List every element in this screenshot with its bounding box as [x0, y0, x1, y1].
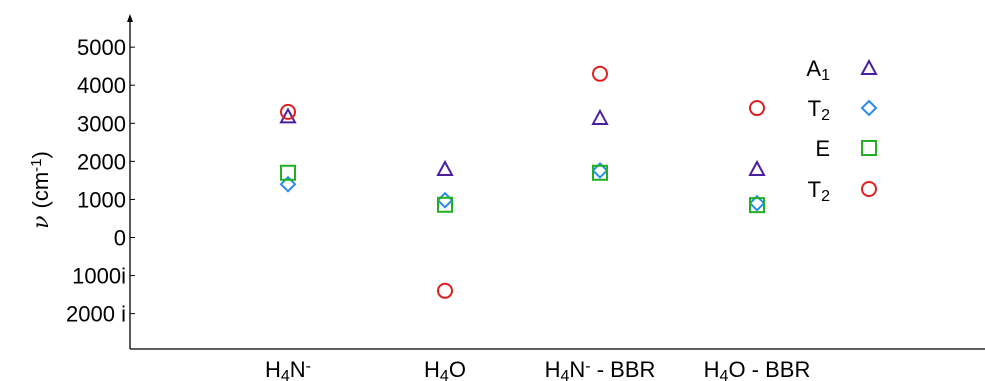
data-point-circle [749, 100, 765, 117]
data-point-circle [280, 103, 296, 120]
legend-marker-square [861, 140, 877, 156]
legend-label: A1 [806, 56, 830, 84]
data-point-square [592, 164, 608, 181]
y-axis-ticks: 5000 4000 3000 2000 1000 0 1000i 2000 i [66, 35, 135, 327]
y-tick-label: 4000 [77, 73, 126, 98]
y-tick-label: 1000i [72, 264, 126, 289]
data-point-triangle [436, 159, 454, 176]
legend-label: T2 [808, 177, 830, 205]
data-point-diamond [748, 194, 766, 212]
legend-label: T2 [808, 96, 830, 124]
data-point-circle [437, 282, 453, 299]
data-point-triangle [748, 159, 766, 176]
y-tick-label: 1000 [77, 187, 126, 212]
y-tick-label: 0 [114, 226, 126, 251]
y-axis-arrow [127, 14, 133, 22]
data-point-triangle [591, 108, 609, 125]
y-tick-label: 2000 i [66, 302, 126, 327]
y-tick-label: 3000 [77, 111, 126, 136]
data-point-diamond [436, 191, 454, 209]
axes [127, 14, 985, 350]
data-point-square [437, 196, 453, 213]
x-category-label: H4O [424, 357, 466, 381]
x-category-label: H4N- - BBR [545, 357, 656, 381]
legend-marker-triangle [860, 58, 878, 75]
x-category-label: H4N- [265, 357, 311, 381]
y-tick-label: 5000 [77, 35, 126, 60]
x-category-label: H4O - BBR [704, 357, 811, 381]
data-point-diamond [279, 175, 297, 193]
data-point-triangle [279, 107, 297, 124]
legend: A1 T2 E T2 [806, 56, 878, 205]
data-point-diamond [591, 162, 609, 179]
legend-marker-diamond [860, 99, 878, 117]
data-point-circle [592, 65, 608, 82]
data-point-square [280, 164, 296, 181]
data-point-square [749, 197, 765, 214]
y-axis-label: ν (cm-1) [28, 151, 54, 229]
legend-marker-circle [861, 181, 877, 197]
y-tick-label: 2000 [77, 149, 126, 174]
data-markers [279, 65, 766, 299]
legend-label: E [815, 136, 830, 161]
y-axis-title: ν (cm-1) [28, 151, 54, 229]
x-axis-categories: H4N- H4O H4N- - BBR H4O - BBR [265, 357, 810, 381]
